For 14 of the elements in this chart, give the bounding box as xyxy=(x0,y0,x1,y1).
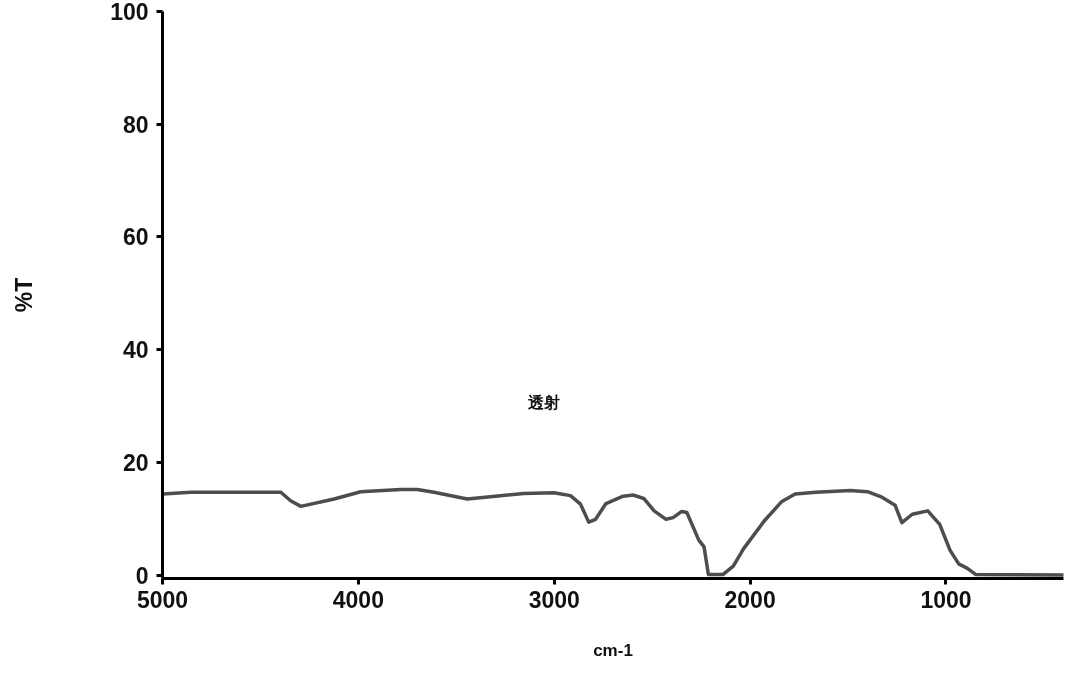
y-tick-label: 100 xyxy=(110,0,149,25)
y-tick-label: 0 xyxy=(135,562,149,589)
x-tick-label: 2000 xyxy=(724,586,776,613)
x-axis-title: cm-1 xyxy=(593,640,633,660)
y-tick-label: 60 xyxy=(122,224,149,251)
x-tick-label: 5000 xyxy=(136,586,189,613)
x-tick-label: 4000 xyxy=(332,586,384,613)
y-tick-label: 80 xyxy=(122,111,149,138)
x-tick-label: 1000 xyxy=(920,586,972,613)
annotation: 透射 xyxy=(526,394,560,412)
x-tick-label: 3000 xyxy=(528,586,580,613)
y-tick-label: 20 xyxy=(122,449,149,476)
y-axis-title: %T xyxy=(11,277,38,313)
y-tick-label: 40 xyxy=(122,337,149,364)
